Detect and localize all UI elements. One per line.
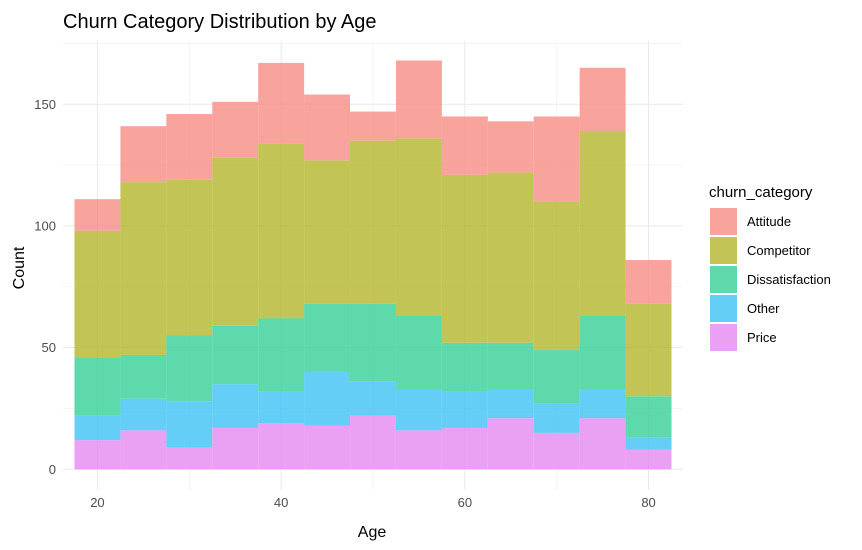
legend-key-price [710, 324, 737, 351]
bar-segment-other [579, 389, 626, 419]
bar-segment-other [258, 391, 305, 424]
bar-segment-attitude [579, 67, 626, 132]
bar-segment-other [304, 371, 351, 426]
legend-label-competitor: Competitor [747, 243, 811, 258]
bar-segment-other [441, 391, 488, 428]
bar-segment-price [579, 418, 626, 470]
bar-segment-dissatisfaction [258, 318, 305, 392]
legend-key-dissatisfaction [710, 266, 737, 293]
legend-label-attitude: Attitude [747, 214, 791, 229]
bar-segment-competitor [625, 303, 672, 397]
bar-segment-other [74, 415, 121, 441]
bar-segment-price [120, 430, 167, 470]
legend-title: churn_category [709, 184, 813, 201]
bar-segment-competitor [487, 172, 534, 343]
legend: churn_category Attitude Competitor Dissati… [709, 184, 831, 351]
bar-segment-price [166, 447, 213, 470]
bar-segment-competitor [166, 179, 213, 336]
bar-segment-attitude [625, 260, 672, 304]
bar-segment-attitude [74, 199, 121, 231]
bar-segment-attitude [395, 60, 442, 139]
bar-segment-dissatisfaction [120, 354, 167, 399]
bar-segment-price [304, 425, 351, 470]
bar-segment-dissatisfaction [487, 342, 534, 390]
bar-segment-competitor [395, 138, 442, 316]
bar-segment-competitor [120, 182, 167, 355]
bar-segment-price [212, 427, 259, 470]
bar-segment-attitude [166, 114, 213, 180]
bar-segment-dissatisfaction [441, 342, 488, 392]
bar-segment-price [487, 418, 534, 470]
bar-segment-dissatisfaction [533, 350, 580, 404]
bar-segment-competitor [258, 143, 305, 319]
bar-segment-other [120, 398, 167, 431]
bar-segment-price [533, 432, 580, 470]
bar-segment-other [350, 381, 396, 416]
bar-segment-competitor [304, 160, 351, 304]
y-tick-label: 150 [34, 97, 56, 112]
legend-label-dissatisfaction: Dissatisfaction [747, 272, 831, 287]
bar-segment-other [166, 401, 213, 448]
bar-segment-attitude [350, 111, 396, 141]
y-tick-label: 50 [42, 340, 56, 355]
x-axis-title: Age [358, 524, 387, 541]
bar-segment-price [441, 427, 488, 470]
bar-segment-attitude [441, 116, 488, 175]
bar-segment-dissatisfaction [166, 335, 213, 402]
bar-segment-price [74, 440, 121, 470]
bar-segment-competitor [212, 157, 259, 326]
bar-segment-competitor [533, 201, 580, 351]
bar-segment-dissatisfaction [212, 325, 259, 385]
bar-segment-attitude [120, 126, 167, 183]
bar-segment-dissatisfaction [304, 303, 351, 372]
legend-key-other [710, 295, 737, 322]
chart-title: Churn Category Distribution by Age [63, 11, 377, 33]
x-axis-ticks: 20 40 60 80 [90, 495, 656, 510]
bar-segment-other [625, 437, 672, 450]
bar-segment-dissatisfaction [625, 396, 672, 438]
x-tick-label: 80 [641, 495, 655, 510]
bar-segment-dissatisfaction [74, 357, 121, 416]
x-tick-label: 60 [458, 495, 472, 510]
bar-segment-attitude [304, 94, 351, 161]
y-tick-label: 0 [49, 462, 56, 477]
bar-segment-attitude [533, 116, 580, 202]
bar-segment-other [395, 389, 442, 431]
legend-key-attitude [710, 208, 737, 235]
bar-segment-attitude [487, 121, 534, 173]
bar-segment-price [350, 415, 396, 470]
bar-segment-competitor [441, 174, 488, 343]
bar-segment-price [395, 430, 442, 470]
bar-segment-dissatisfaction [350, 303, 396, 382]
bar-segment-dissatisfaction [579, 315, 626, 390]
bar-segment-other [212, 384, 259, 428]
stacked-bars [74, 60, 672, 470]
y-axis-title: Count [11, 246, 28, 289]
bar-segment-competitor [350, 140, 396, 304]
bar-segment-attitude [258, 62, 305, 144]
legend-label-other: Other [747, 301, 780, 316]
x-tick-label: 40 [274, 495, 288, 510]
bar-segment-price [625, 449, 672, 470]
bar-segment-attitude [212, 101, 259, 158]
legend-label-price: Price [747, 330, 777, 345]
bar-segment-competitor [74, 230, 121, 358]
legend-key-competitor [710, 237, 737, 264]
y-tick-label: 100 [34, 218, 56, 233]
bar-segment-other [487, 389, 534, 419]
x-tick-label: 20 [90, 495, 104, 510]
bar-segment-competitor [579, 131, 626, 316]
y-axis-ticks: 0 50 100 150 [34, 97, 56, 477]
bar-segment-price [258, 423, 305, 470]
bar-segment-dissatisfaction [395, 315, 442, 390]
bar-segment-other [533, 403, 580, 433]
